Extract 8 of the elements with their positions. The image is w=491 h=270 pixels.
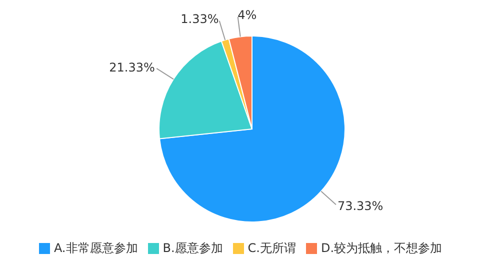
data-label: 21.33%: [109, 60, 155, 74]
legend-label: B.愿意参加: [162, 241, 223, 255]
data-label: 1.33%: [180, 12, 219, 26]
legend-label: A.非常愿意参加: [54, 241, 138, 255]
legend-label: C.无所谓: [248, 241, 296, 255]
legend-label: D.较为抵触，不想参加: [321, 241, 442, 255]
data-label: 73.33%: [337, 198, 384, 213]
data-label: 4%: [238, 8, 257, 22]
